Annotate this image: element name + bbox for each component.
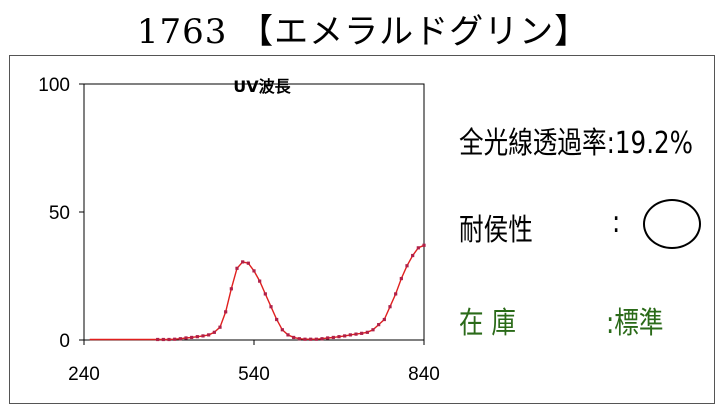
data-point — [303, 337, 307, 341]
data-point — [235, 266, 239, 270]
data-point — [212, 330, 216, 334]
data-point — [184, 336, 188, 340]
data-point — [326, 336, 330, 340]
data-point — [269, 305, 273, 309]
data-point — [314, 337, 318, 341]
data-point — [178, 337, 182, 341]
data-point — [377, 323, 381, 327]
data-point — [258, 279, 262, 283]
data-point — [331, 335, 335, 340]
data-point — [309, 337, 313, 341]
transmittance-value: 19.2% — [614, 126, 694, 161]
data-point — [394, 292, 398, 296]
data-point — [156, 337, 160, 342]
data-point — [405, 264, 409, 268]
data-point — [161, 337, 165, 342]
data-point — [252, 269, 256, 273]
data-point — [241, 260, 245, 264]
data-point — [280, 328, 284, 332]
data-point — [229, 287, 233, 291]
data-point — [207, 333, 211, 337]
page-title: 1763 【エメラルドグリン】 — [136, 12, 590, 52]
data-point — [292, 335, 296, 340]
y-tick-label: 100 — [38, 75, 70, 96]
y-tick-label: 0 — [59, 331, 70, 352]
data-point — [343, 334, 347, 338]
stock-value: :標準 — [606, 306, 664, 341]
data-point — [399, 276, 403, 281]
transmittance-label: 全光線透過率 — [459, 126, 607, 161]
data-point — [218, 325, 222, 329]
data-point — [275, 317, 279, 322]
data-point — [365, 330, 369, 334]
y-tick-label: 50 — [49, 203, 70, 224]
data-point — [173, 337, 177, 341]
chart-frame — [9, 55, 715, 404]
data-point — [224, 310, 228, 314]
data-point — [348, 333, 352, 337]
data-point — [297, 337, 301, 341]
data-point — [411, 253, 415, 258]
transmittance-row: 全光線透過率:19.2% — [459, 118, 693, 162]
weather-resistance-label: 耐侯性 — [459, 213, 533, 248]
stock-label: 在 庫 — [459, 306, 517, 341]
weather-resistance-colon: : — [612, 205, 621, 240]
chart-title: UV波長 — [233, 77, 291, 96]
data-point — [337, 335, 341, 339]
data-point — [382, 317, 386, 322]
data-point — [195, 335, 199, 339]
transmittance-separator: : — [606, 126, 615, 161]
weather-rating-circle-icon — [643, 199, 701, 249]
data-point — [167, 337, 171, 342]
data-point — [371, 328, 375, 332]
plot-area — [83, 83, 425, 341]
data-point — [263, 292, 267, 296]
data-point — [354, 332, 358, 336]
stock-value-text: 標準 — [614, 306, 664, 341]
data-point — [360, 331, 364, 335]
data-point — [416, 246, 420, 250]
x-tick-label: 240 — [68, 364, 100, 385]
data-point — [286, 333, 290, 337]
data-point — [190, 335, 194, 340]
data-point — [320, 337, 324, 341]
data-point — [422, 243, 426, 247]
x-tick-label: 840 — [408, 364, 440, 385]
data-point — [388, 305, 392, 309]
data-point — [246, 261, 250, 265]
data-point — [201, 334, 205, 338]
series-line — [89, 244, 425, 341]
x-tick-label: 540 — [238, 364, 270, 385]
